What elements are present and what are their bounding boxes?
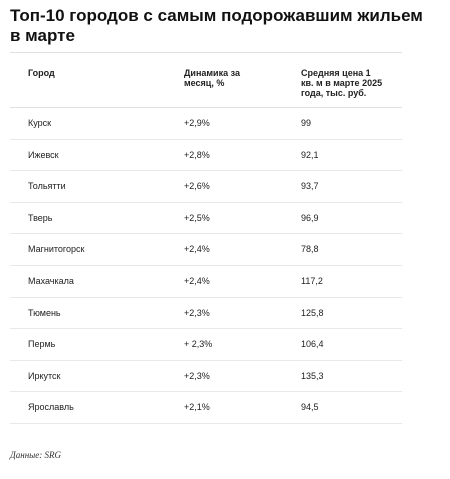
table-row: Иркутск +2,3% 135,3	[10, 361, 402, 393]
table-row: Пермь + 2,3% 106,4	[10, 329, 402, 361]
cities-table: Город Динамика за месяц, % Средняя цена …	[10, 52, 402, 424]
price-cell: 93,7	[301, 181, 319, 192]
price-cell: 106,4	[301, 339, 324, 350]
source-note: Данные: SRG	[10, 450, 61, 460]
table-row: Тверь +2,5% 96,9	[10, 203, 402, 235]
price-cell: 94,5	[301, 402, 319, 413]
table-header: Город Динамика за месяц, % Средняя цена …	[10, 53, 402, 108]
city-cell: Тюмень	[28, 307, 61, 318]
table-row: Махачкала +2,4% 117,2	[10, 266, 402, 298]
price-cell: 135,3	[301, 370, 324, 381]
city-cell: Тверь	[28, 212, 53, 223]
price-cell: 78,8	[301, 244, 319, 255]
city-cell: Магнитогорск	[28, 244, 85, 255]
dynamics-cell: +2,9%	[184, 118, 210, 128]
dynamics-cell: +2,1%	[184, 402, 210, 413]
price-cell: 99	[301, 118, 312, 128]
dynamics-cell: +2,6%	[184, 181, 210, 192]
city-cell: Курск	[28, 118, 52, 128]
city-cell: Тольятти	[28, 181, 66, 192]
dynamics-cell: +2,4%	[184, 275, 210, 286]
dynamics-cell: +2,3%	[184, 370, 210, 381]
dynamics-cell: +2,3%	[184, 307, 210, 318]
price-cell: 96,9	[301, 212, 319, 223]
dynamics-cell: +2,8%	[184, 149, 210, 160]
city-cell: Иркутск	[28, 370, 61, 381]
city-cell: Ярославль	[28, 402, 74, 413]
dynamics-cell: +2,5%	[184, 212, 210, 223]
table-row: Магнитогорск +2,4% 78,8	[10, 234, 402, 266]
table-row: Курск +2,9% 99	[10, 108, 402, 140]
table-row: Ярославль +2,1% 94,5	[10, 392, 402, 424]
table-row: Тюмень +2,3% 125,8	[10, 298, 402, 330]
table-row: Ижевск +2,8% 92,1	[10, 140, 402, 172]
table-row: Тольятти +2,6% 93,7	[10, 171, 402, 203]
table-body: Курск +2,9% 99 Ижевск +2,8% 92,1 Тольятти +2,6%…	[10, 108, 402, 424]
city-cell: Махачкала	[28, 275, 74, 286]
city-cell: Пермь	[28, 339, 56, 350]
header-city: Город	[28, 68, 55, 78]
price-cell: 117,2	[301, 275, 323, 286]
header-dynamics: Динамика за месяц, %	[184, 68, 240, 88]
city-cell: Ижевск	[28, 149, 59, 160]
header-price: Средняя цена 1 кв. м в марте 2025 года, …	[301, 68, 383, 98]
dynamics-cell: + 2,3%	[184, 339, 213, 350]
price-cell: 125,8	[301, 307, 324, 318]
price-cell: 92,1	[301, 149, 319, 160]
page-title: Топ-10 городов с самым подорожавшим жиль…	[10, 6, 423, 45]
dynamics-cell: +2,4%	[184, 244, 210, 255]
